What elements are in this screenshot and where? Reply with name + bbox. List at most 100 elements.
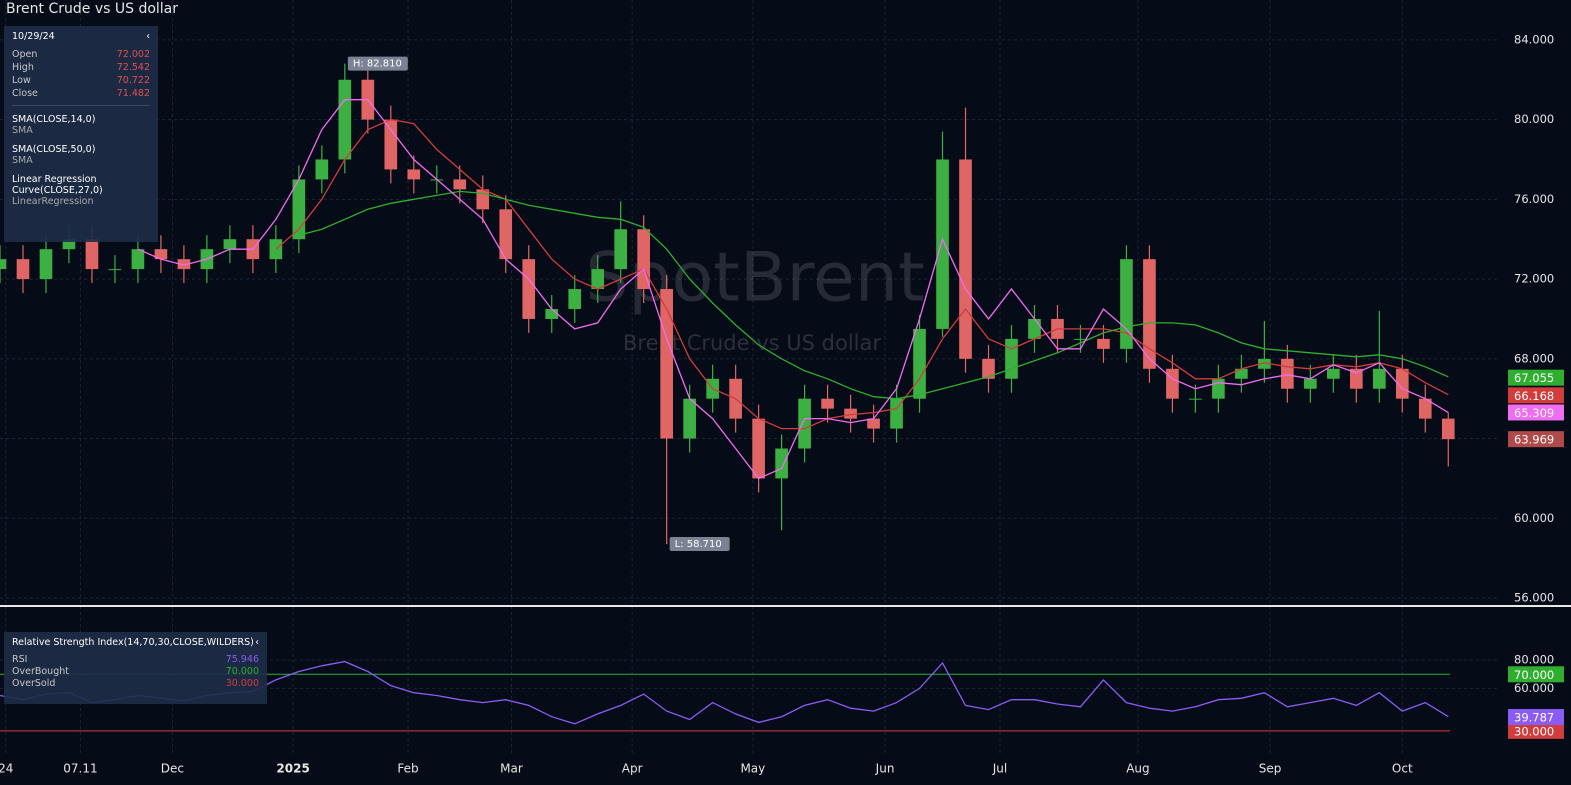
series-price-tag: 67.055: [1514, 371, 1554, 385]
candle-body: [1235, 368, 1248, 379]
candle-body: [522, 259, 536, 319]
x-tick-label: 24: [0, 762, 13, 776]
x-tick-label: Apr: [622, 762, 643, 776]
y-tick-label: 80.000: [1514, 653, 1554, 667]
info-row: Low 70.722: [12, 74, 150, 87]
rsi-row: RSI 75.946: [12, 654, 259, 666]
y-tick-label: 56.000: [1514, 591, 1554, 605]
indicator-line: [137, 99, 1449, 480]
candle-body: [982, 358, 995, 379]
candle-body: [1166, 368, 1179, 399]
candle-body: [959, 159, 972, 359]
candle-body: [913, 328, 926, 399]
rsi-label: OverBought: [12, 666, 69, 677]
rsi-rows: RSI 75.946 OverBought 70.000 OverSold 30.000: [12, 654, 259, 690]
collapse-button[interactable]: ‹: [255, 637, 259, 648]
annotation-box: [669, 537, 730, 552]
last-price-tag-box: [1508, 431, 1564, 448]
indicator-kind: LinearRegression: [12, 196, 94, 207]
candle-body: [683, 398, 696, 439]
indicator: SMA(CLOSE,14,0) SMA: [12, 114, 150, 136]
candle-body: [453, 179, 467, 190]
candle-body: [338, 79, 352, 160]
y-tick-label: 60.000: [1514, 511, 1554, 525]
candle-body: [591, 269, 605, 290]
candle-body: [0, 259, 7, 270]
x-tick-label: Feb: [397, 762, 418, 776]
candle-body: [1441, 418, 1455, 440]
candle-body: [269, 239, 283, 260]
candle-body: [752, 418, 765, 479]
rsi-row: OverSold 30.000: [12, 678, 259, 690]
indicator-name: SMA(CLOSE,50,0): [12, 144, 96, 155]
info-label: Open: [12, 49, 38, 60]
x-tick-label: Oct: [1392, 762, 1413, 776]
candle-body: [1281, 358, 1294, 389]
info-label: High: [12, 62, 34, 73]
candle-body: [798, 398, 811, 449]
candle-body: [1212, 378, 1225, 399]
candle-body: [1097, 338, 1110, 349]
candle-body: [407, 169, 421, 180]
x-tick-label: Mar: [500, 762, 523, 776]
indicator-line: [298, 190, 1449, 400]
candle-body: [775, 448, 788, 479]
candle-body: [1304, 378, 1317, 389]
watermark-symbol: SpotBrent: [585, 239, 924, 318]
indicator-name: SMA(CLOSE,14,0): [12, 114, 96, 125]
rsi-row: OverBought 70.000: [12, 666, 259, 678]
candle-body: [1143, 259, 1156, 369]
candle-body: [1189, 398, 1202, 400]
y-tick-label: 84.000: [1514, 32, 1554, 46]
candle-body: [499, 209, 513, 260]
collapse-button[interactable]: ‹: [146, 31, 150, 42]
candle-body: [1372, 368, 1386, 389]
candle-body: [85, 239, 99, 270]
candle-body: [108, 269, 122, 271]
info-panel: 10/29/24 ‹ Open 72.002 High 72.542 Low 70.722 C…: [4, 26, 158, 242]
candle-body: [1028, 318, 1041, 339]
level-tag-box: [1508, 666, 1564, 683]
x-tick-label: Jun: [875, 762, 895, 776]
candle-body: [936, 159, 949, 329]
indicator: SMA(CLOSE,50,0) SMA: [12, 144, 150, 166]
series-price-tag-box: [1508, 369, 1564, 386]
candle-body: [1418, 398, 1432, 419]
indicator-name: Linear Regression Curve(CLOSE,27,0): [12, 174, 103, 196]
candle-body: [62, 239, 76, 250]
rsi-label: OverSold: [12, 678, 56, 689]
annotation: L: 58.710: [675, 539, 722, 550]
rsi-value: 30.000: [225, 678, 259, 689]
y-tick-label: 60.000: [1514, 681, 1554, 695]
level-tag-box: [1508, 722, 1564, 739]
rsi-title: Relative Strength Index(14,70,30,CLOSE,W…: [12, 637, 254, 648]
last-price-tag: 63.969: [1514, 433, 1554, 447]
rsi-tag-box: [1508, 709, 1564, 726]
candle-body: [177, 259, 191, 270]
info-value: 72.002: [116, 49, 150, 60]
candle-body: [614, 229, 628, 270]
level-tag: 30.000: [1514, 724, 1554, 738]
info-row: Close 71.482: [12, 87, 150, 100]
series-price-tag-box: [1508, 404, 1564, 421]
x-tick-label: Dec: [161, 762, 184, 776]
candle-body: [660, 289, 673, 439]
candle-body: [223, 239, 237, 250]
indicator: Linear Regression Curve(CLOSE,27,0) Linea…: [12, 174, 150, 207]
candle-body: [154, 249, 168, 260]
rsi-value: 75.946: [225, 654, 259, 665]
x-tick-label: Sep: [1259, 762, 1282, 776]
info-row: High 72.542: [12, 61, 150, 74]
info-date: 10/29/24: [12, 31, 55, 42]
chart-title: Brent Crude vs US dollar: [6, 1, 178, 17]
indicator-kind: SMA: [12, 155, 33, 166]
info-row: Open 72.002: [12, 48, 150, 61]
x-tick-label: 07.11: [63, 762, 97, 776]
candle-body: [39, 249, 53, 280]
y-tick-label: 68.000: [1514, 351, 1554, 365]
x-tick-label: 2025: [276, 762, 309, 776]
series-price-tag-box: [1508, 387, 1564, 404]
annotation-box: [347, 56, 408, 71]
info-value: 70.722: [116, 75, 150, 86]
